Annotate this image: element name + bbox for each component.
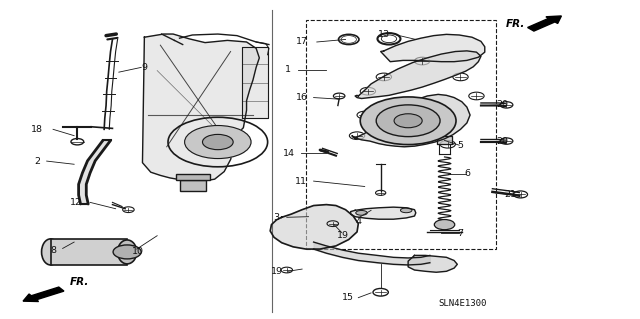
Circle shape [184,125,251,159]
Text: 8: 8 [50,246,56,255]
Text: 6: 6 [464,169,470,178]
Circle shape [113,245,141,259]
Ellipse shape [401,208,412,213]
Bar [180,180,205,191]
Polygon shape [408,256,458,272]
Text: 20: 20 [497,100,509,109]
Text: 11: 11 [295,177,307,186]
Text: FR.: FR. [506,19,525,29]
Polygon shape [355,51,481,99]
Text: 9: 9 [141,63,147,72]
Text: FR.: FR. [70,277,89,286]
Polygon shape [437,136,452,144]
Ellipse shape [356,211,367,215]
Text: 21: 21 [504,190,516,199]
Bar [176,174,209,180]
Text: 1: 1 [285,65,291,74]
Text: 15: 15 [342,293,353,302]
Text: 10: 10 [132,247,144,256]
Circle shape [360,97,456,145]
Text: 14: 14 [284,149,295,158]
Polygon shape [143,34,259,182]
Text: 13: 13 [378,31,390,40]
Polygon shape [351,207,416,219]
Text: 12: 12 [70,198,82,207]
Bar [306,20,495,249]
Text: 3: 3 [273,213,280,222]
Circle shape [435,219,455,230]
Text: 16: 16 [296,93,308,102]
Polygon shape [242,47,268,118]
Polygon shape [381,34,484,62]
Text: 17: 17 [296,38,308,47]
Circle shape [376,105,440,137]
Text: 18: 18 [31,125,43,134]
Text: 19: 19 [337,231,349,240]
Bar [51,239,127,265]
Text: 2: 2 [34,157,40,166]
Text: 5: 5 [458,141,463,150]
Text: 7: 7 [458,229,463,238]
Polygon shape [270,204,358,249]
Ellipse shape [118,240,137,264]
Circle shape [202,134,233,150]
Text: 19: 19 [271,267,283,276]
Circle shape [394,114,422,128]
Text: 20: 20 [497,137,509,145]
Text: SLN4E1300: SLN4E1300 [438,299,486,308]
Text: 4: 4 [355,217,362,226]
FancyArrow shape [23,287,64,301]
Ellipse shape [42,239,60,265]
Polygon shape [352,94,470,147]
FancyArrow shape [527,16,561,31]
